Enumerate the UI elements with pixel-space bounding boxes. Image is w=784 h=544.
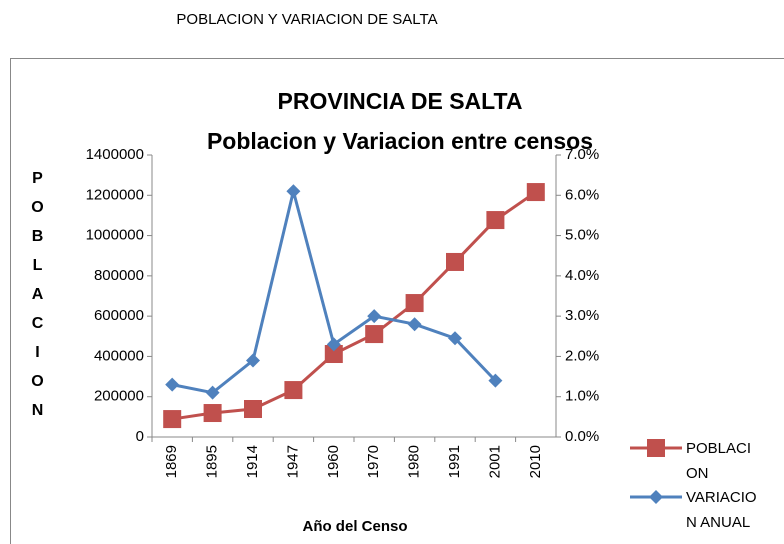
x-tick-label: 1970 (365, 445, 382, 478)
y2-tick-label: 6.0% (565, 186, 599, 203)
series-line (171, 190, 537, 421)
y2-tick-label: 3.0% (565, 307, 599, 324)
marker (246, 353, 260, 368)
x-tick-label: 1914 (244, 445, 261, 478)
marker (649, 490, 663, 504)
marker (367, 309, 382, 324)
chart-subtitle: Poblacion y Variacion entre censos (207, 128, 593, 154)
marker (446, 252, 464, 271)
marker (407, 317, 422, 332)
marker (203, 404, 222, 423)
marker (448, 331, 462, 346)
y2-tick-label: 4.0% (565, 267, 599, 284)
marker (647, 439, 665, 457)
x-axis-title: Año del Censo (302, 518, 407, 535)
x-tick-label: 1980 (406, 445, 423, 478)
y-axis-title: POBLACION (29, 170, 46, 431)
marker (405, 294, 424, 313)
x-tick-label: 1960 (325, 445, 342, 478)
x-tick-label: 1895 (204, 445, 221, 478)
legend-label: VARIACION ANUAL (686, 489, 757, 531)
x-tick-label: 1947 (284, 445, 301, 478)
marker (286, 184, 301, 199)
y-tick-label: 0 (136, 428, 144, 445)
y-tick-label: 200000 (94, 388, 144, 405)
marker (526, 183, 545, 202)
chart-frame (10, 58, 784, 544)
page-header: POBLACION Y VARIACION DE SALTA (176, 11, 437, 28)
y-tick-label: 800000 (94, 267, 144, 284)
marker (163, 410, 182, 429)
y2-tick-label: 7.0% (565, 146, 599, 163)
marker (324, 345, 343, 364)
chart-title: PROVINCIA DE SALTA (278, 88, 523, 114)
marker (488, 373, 503, 388)
x-tick-label: 1869 (163, 445, 180, 478)
y-tick-label: 1200000 (86, 186, 144, 203)
marker (205, 385, 220, 400)
y-tick-label: 400000 (94, 347, 144, 364)
y-tick-label: 600000 (94, 307, 144, 324)
marker (326, 337, 341, 352)
y2-tick-label: 1.0% (565, 388, 599, 405)
y-tick-label: 1400000 (86, 146, 144, 163)
y2-tick-label: 2.0% (565, 347, 599, 364)
marker (365, 325, 384, 344)
y2-tick-label: 0.0% (565, 428, 599, 445)
x-tick-label: 2001 (486, 445, 503, 478)
marker (486, 211, 505, 230)
marker (284, 381, 303, 400)
x-tick-label: 1991 (446, 445, 463, 478)
y-tick-label: 1000000 (86, 227, 144, 244)
marker (165, 377, 180, 392)
x-tick-label: 2010 (527, 445, 544, 478)
y2-tick-label: 5.0% (565, 227, 599, 244)
legend-label: POBLACION (686, 440, 752, 482)
marker (244, 400, 262, 419)
